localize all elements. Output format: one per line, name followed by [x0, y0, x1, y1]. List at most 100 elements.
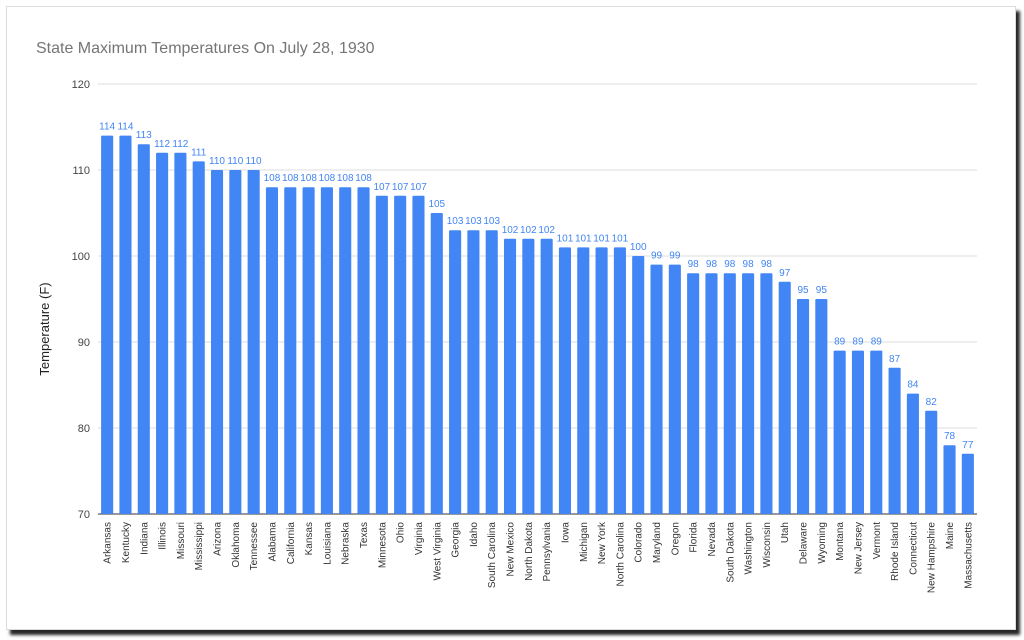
x-tick-label: Nevada — [707, 522, 718, 557]
bar — [302, 187, 315, 514]
data-label: 89 — [852, 337, 864, 348]
data-label: 102 — [502, 225, 519, 236]
x-tick-label: Arizona — [213, 522, 224, 556]
data-label: 87 — [889, 354, 901, 365]
data-label: 102 — [538, 225, 555, 236]
x-tick-label: Wisconsin — [762, 522, 773, 568]
bar — [888, 367, 901, 514]
bar — [192, 161, 205, 514]
bar — [742, 273, 755, 514]
data-label: 99 — [651, 251, 663, 262]
gridlines — [98, 83, 977, 515]
bar — [668, 264, 681, 514]
data-label: 107 — [410, 182, 427, 193]
data-label: 98 — [706, 259, 718, 270]
x-tick-label: Maine — [945, 522, 956, 550]
bar — [449, 230, 462, 514]
bar — [632, 256, 645, 514]
bar — [119, 135, 132, 514]
x-tick-label: Louisiana — [322, 522, 333, 565]
data-label: 98 — [761, 259, 773, 270]
bar — [540, 238, 553, 515]
data-label: 111 — [191, 147, 207, 158]
bar — [247, 170, 260, 514]
bar — [412, 195, 425, 515]
x-tick-label: Ohio — [396, 522, 407, 544]
x-tick-label: Colorado — [634, 522, 645, 563]
bar — [284, 187, 297, 514]
x-tick-label: California — [286, 522, 297, 565]
bar — [870, 350, 883, 514]
data-label: 108 — [355, 173, 372, 184]
y-axis-label: Temperature (F) — [37, 282, 52, 375]
data-label: 107 — [374, 182, 391, 193]
x-tick-label: Wyoming — [817, 522, 828, 564]
y-tick-label: 110 — [72, 165, 90, 177]
x-tick-label: Minnesota — [377, 522, 388, 569]
chart-card: State Maximum Temperatures On July 28, 1… — [6, 6, 1016, 630]
bar — [595, 247, 608, 514]
data-label: 110 — [209, 156, 225, 167]
y-tick-label: 90 — [78, 337, 90, 349]
bar — [851, 350, 865, 514]
x-tick-label: Pennsylvania — [542, 522, 553, 582]
bar — [833, 350, 846, 514]
bar — [467, 230, 480, 514]
data-label: 108 — [337, 173, 354, 184]
y-tick-label: 100 — [72, 251, 90, 263]
data-label: 110 — [227, 156, 243, 167]
x-tick-label: Georgia — [451, 522, 462, 558]
bar — [815, 299, 828, 514]
bar — [778, 281, 791, 514]
x-tick-label: Mississippi — [194, 522, 205, 570]
bar — [320, 187, 333, 514]
data-label: 101 — [593, 233, 610, 244]
data-label: 78 — [944, 431, 956, 442]
bar — [577, 247, 590, 514]
x-tick-label: North Carolina — [615, 522, 626, 587]
data-label: 84 — [907, 380, 919, 391]
x-tick-label: Florida — [689, 522, 700, 553]
x-tick-label: New Mexico — [506, 522, 517, 577]
data-label: 89 — [871, 337, 883, 348]
chart-title: State Maximum Temperatures On July 28, 1… — [36, 40, 375, 57]
bar — [925, 410, 938, 514]
bar — [943, 445, 956, 514]
data-label: 89 — [834, 337, 846, 348]
data-label: 98 — [688, 259, 700, 270]
bar — [375, 195, 388, 515]
x-tick-label: South Carolina — [487, 522, 498, 589]
bar — [430, 213, 443, 514]
bar — [723, 273, 736, 514]
bar — [394, 195, 407, 515]
y-axis-ticks: 70 80 90 100 110 120 — [72, 79, 90, 521]
data-label: 112 — [172, 139, 188, 150]
bar-chart: State Maximum Temperatures On July 28, 1… — [36, 40, 977, 594]
bar — [522, 238, 535, 515]
x-tick-label: Kentucky — [121, 522, 132, 563]
data-label: 114 — [99, 122, 115, 133]
bar — [650, 264, 663, 514]
data-label: 108 — [319, 173, 336, 184]
data-label: 101 — [612, 233, 629, 244]
data-label: 103 — [447, 216, 464, 227]
x-tick-label: New Hampshire — [927, 522, 938, 594]
data-label: 107 — [392, 182, 409, 193]
x-tick-label: New York — [597, 521, 608, 564]
x-tick-label: Vermont — [872, 522, 883, 559]
bar — [156, 152, 169, 515]
data-label: 110 — [246, 156, 262, 167]
bar — [705, 273, 718, 514]
data-label: 98 — [724, 259, 736, 270]
data-label: 108 — [282, 173, 299, 184]
bar — [357, 187, 370, 514]
x-tick-label: Nebraska — [341, 522, 352, 565]
bar — [229, 170, 242, 514]
x-tick-label: Washington — [744, 522, 755, 574]
data-label: 77 — [962, 440, 974, 451]
data-label: 97 — [779, 268, 791, 279]
x-tick-label: Virginia — [414, 522, 425, 556]
bar — [137, 144, 150, 514]
data-label: 100 — [630, 242, 647, 253]
